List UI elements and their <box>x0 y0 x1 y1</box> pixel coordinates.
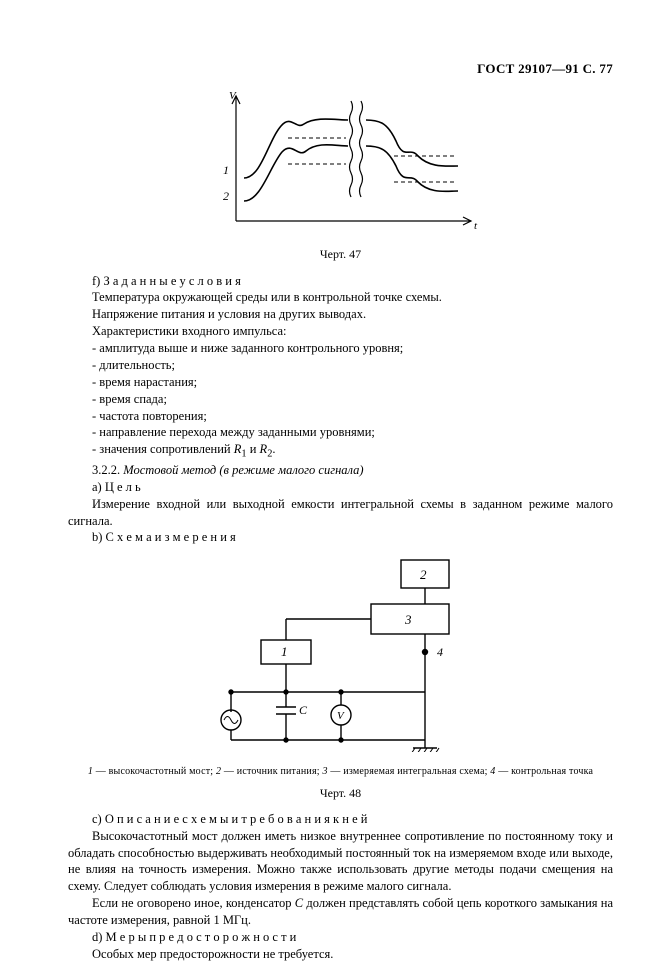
page: ГОСТ 29107—91 С. 77 <box>0 0 661 936</box>
paragraph-d: Особых мер предосторожности не требуется… <box>68 946 613 963</box>
figure-48-legend: 1 — высокочастотный мост; 2 — источник п… <box>68 765 613 779</box>
section-322: 3.2.2. Мостовой метод (в режиме малого с… <box>68 462 613 479</box>
figure-47: V t 1 2 <box>68 86 613 241</box>
figure-47-caption: Черт. 47 <box>68 246 613 262</box>
section-f-title: f) З а д а н н ы е у с л о в и я <box>68 273 613 290</box>
bullet-duration: - длительность; <box>68 357 613 374</box>
bullet-repetition-rate: - частота повторения; <box>68 408 613 425</box>
section-b-title: b) С х е м а и з м е р е н и я <box>68 529 613 546</box>
bullet-amplitude: - амплитуда выше и ниже заданного контро… <box>68 340 613 357</box>
rr-suffix: . <box>272 442 275 456</box>
line-voltage: Напряжение питания и условия на других в… <box>68 306 613 323</box>
paragraph-c1: Высокочастотный мост должен иметь низкое… <box>68 828 613 896</box>
figure-48-svg: 1 2 3 4 C V <box>191 552 491 752</box>
bullet-fall-time: - время спада; <box>68 391 613 408</box>
figure-47-svg: V t 1 2 <box>196 86 486 236</box>
legend-2-text: — источник питания; <box>221 766 322 777</box>
fig48-capacitor-label: C <box>299 703 308 717</box>
fig47-x-axis-label: t <box>474 220 478 232</box>
doc-header: ГОСТ 29107—91 С. 77 <box>68 60 613 78</box>
figure-48-caption: Черт. 48 <box>68 785 613 801</box>
section-322-num: 3.2.2. <box>92 463 123 477</box>
rr-and: и <box>247 442 260 456</box>
section-a-title: a) Ц е л ь <box>68 479 613 496</box>
line-characteristics: Характеристики входного импульса: <box>68 323 613 340</box>
bullet-resistances: - значения сопротивлений R1 и R2. <box>68 441 613 462</box>
legend-3-text: — измеряемая интегральная схема; <box>328 766 491 777</box>
section-d-title: d) М е р ы п р е д о с т о р о ж н о с т… <box>68 929 613 946</box>
figure-48: 1 2 3 4 C V <box>68 552 613 757</box>
c2-prefix: Если не оговорено иное, конденсатор <box>92 896 295 910</box>
fig48-box2-label: 2 <box>420 567 427 582</box>
section-322-title: Мостовой метод (в режиме малого сигнала) <box>123 463 363 477</box>
paragraph-aim: Измерение входной или выходной емкости и… <box>68 496 613 530</box>
fig48-voltmeter-label: V <box>337 710 345 722</box>
fig48-point4-label: 4 <box>437 645 443 659</box>
legend-4-text: — контрольная точка <box>496 766 594 777</box>
fig47-curve1-label: 1 <box>223 163 229 177</box>
bullet-rise-time: - время нарастания; <box>68 374 613 391</box>
line-temperature: Температура окружающей среды или в контр… <box>68 289 613 306</box>
paragraph-c2: Если не оговорено иное, конденсатор С до… <box>68 895 613 929</box>
fig48-box3-label: 3 <box>404 612 412 627</box>
rr-prefix: - значения сопротивлений <box>92 442 234 456</box>
fig47-curve2-label: 2 <box>223 189 229 203</box>
section-c-title: c) О п и с а н и е с х е м ы и т р е б о… <box>68 811 613 828</box>
legend-1-text: — высокочастотный мост; <box>93 766 216 777</box>
c2-c: С <box>295 896 303 910</box>
fig48-box1-label: 1 <box>281 644 288 659</box>
bullet-transition-direction: - направление перехода между заданными у… <box>68 424 613 441</box>
